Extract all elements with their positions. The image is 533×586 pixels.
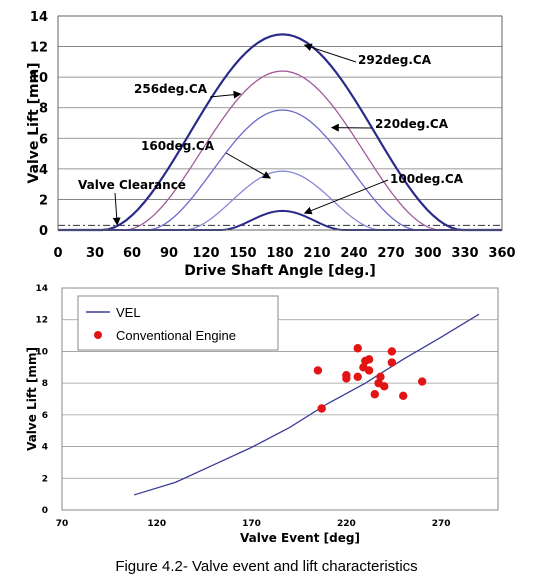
chart2-x-tick: 70 bbox=[56, 519, 69, 529]
chart1-y-tick: 14 bbox=[30, 10, 48, 25]
conventional-engine-point bbox=[364, 366, 374, 375]
chart2-x-axis-label: Valve Event [deg] bbox=[240, 531, 360, 545]
chart1-x-tick: 180 bbox=[266, 246, 293, 261]
chart1-annotation-label: Valve Clearance bbox=[78, 178, 186, 192]
conventional-engine-point bbox=[364, 355, 374, 364]
chart2-y-tick: 6 bbox=[42, 411, 48, 421]
chart2-vel-line bbox=[133, 313, 480, 496]
conventional-engine-point bbox=[342, 374, 351, 383]
chart1-y-tick: 6 bbox=[39, 132, 48, 147]
chart1-x-tick: 60 bbox=[123, 246, 141, 261]
chart1-annotation-label: 292deg.CA bbox=[358, 53, 432, 67]
chart1-annotation-arrow bbox=[112, 192, 121, 226]
lift-curve-160deg.CA bbox=[58, 170, 502, 231]
conventional-engine-point bbox=[370, 390, 379, 399]
chart2-y-axis-label: Valve Lift [mm] bbox=[25, 347, 39, 451]
chart1-x-tick: 240 bbox=[340, 246, 367, 261]
chart1-annotation-arrow bbox=[303, 179, 389, 215]
valve-event-chart: 0 2 4 6 8 10 12 14 70 120 170 220 270 VEL Convention… bbox=[25, 284, 499, 545]
lift-curve-220deg.CA bbox=[58, 109, 502, 231]
chart2-y-tick: 2 bbox=[42, 474, 48, 484]
chart1-x-tick: 270 bbox=[377, 246, 404, 261]
chart1-y-tick: 0 bbox=[39, 224, 48, 239]
chart1-x-tick: 150 bbox=[229, 246, 256, 261]
chart1-y-tick: 4 bbox=[39, 163, 48, 178]
chart2-tick-labels: 0 2 4 6 8 10 12 14 70 120 170 220 270 bbox=[35, 284, 450, 529]
chart1-x-axis-label: Drive Shaft Angle [deg.] bbox=[184, 263, 376, 279]
figure-caption: Figure 4.2- Valve event and lift charact… bbox=[115, 558, 418, 575]
chart1-y-tick: 12 bbox=[30, 41, 48, 56]
chart2-y-tick: 8 bbox=[42, 379, 48, 389]
chart1-x-tick: 0 bbox=[53, 246, 62, 261]
chart1-y-tick: 8 bbox=[39, 102, 48, 117]
conventional-engine-point bbox=[380, 382, 389, 391]
chart1-y-tick: 10 bbox=[30, 71, 48, 86]
chart1-x-tick: 30 bbox=[86, 246, 104, 261]
chart1-annotation-label: 220deg.CA bbox=[375, 117, 449, 131]
chart1-x-tick: 210 bbox=[303, 246, 330, 261]
conventional-engine-point bbox=[353, 372, 362, 381]
chart1-series bbox=[58, 33, 502, 232]
chart1-annotation-arrow bbox=[225, 152, 272, 179]
chart1-gridlines bbox=[58, 46, 502, 200]
conventional-engine-point bbox=[417, 377, 427, 386]
chart1-y-tick: 2 bbox=[39, 193, 48, 208]
legend-box bbox=[77, 295, 279, 351]
conventional-engine-point bbox=[313, 366, 323, 375]
chart1-x-tick: 300 bbox=[414, 246, 441, 261]
chart2-y-tick: 4 bbox=[42, 443, 48, 453]
legend-vel-label: VEL bbox=[116, 305, 141, 320]
chart1-annotation-label: 160deg.CA bbox=[141, 139, 215, 153]
chart1-tick-labels: 0 2 4 6 8 10 12 14 0 30 60 90 120 150 180 210 240 270 300 3… bbox=[30, 10, 516, 261]
conventional-engine-point bbox=[387, 347, 397, 356]
valve-lift-chart: 0 2 4 6 8 10 12 14 0 30 60 90 120 150 180 210 240 270 300 3… bbox=[26, 10, 516, 279]
chart1-plot-frame bbox=[57, 15, 503, 231]
chart1-annotation-label: 256deg.CA bbox=[134, 82, 208, 96]
chart1-annotations: 292deg.CA 256deg.CA 220deg.CA 160deg.CA 100d… bbox=[78, 43, 464, 226]
chart1-x-tick: 330 bbox=[451, 246, 478, 261]
chart1-y-axis-label: Valve Lift [mm] bbox=[26, 62, 42, 183]
lift-curve-100deg.CA bbox=[58, 209, 502, 231]
chart1-annotation-arrow bbox=[303, 43, 357, 63]
conventional-engine-point bbox=[353, 344, 362, 353]
chart2-conventional-points bbox=[313, 344, 427, 413]
chart2-x-tick: 170 bbox=[242, 519, 261, 529]
chart1-x-tick: 360 bbox=[488, 246, 515, 261]
chart1-x-tick: 90 bbox=[160, 246, 178, 261]
chart1-annotation-label: 100deg.CA bbox=[390, 172, 464, 186]
conventional-engine-point bbox=[376, 372, 385, 381]
conventional-engine-point bbox=[317, 404, 326, 413]
vel-line bbox=[133, 313, 480, 496]
lift-curve-256deg.CA bbox=[58, 70, 502, 231]
chart2-x-tick: 120 bbox=[147, 519, 166, 529]
chart2-legend: VEL Conventional Engine bbox=[77, 295, 279, 351]
chart2-y-tick: 12 bbox=[35, 316, 48, 326]
lift-curve-292deg.CA bbox=[58, 33, 502, 232]
conventional-engine-point bbox=[399, 391, 408, 401]
chart2-x-tick: 270 bbox=[432, 519, 451, 529]
chart2-y-tick: 10 bbox=[35, 347, 48, 357]
chart2-y-tick: 14 bbox=[35, 284, 48, 294]
conventional-engine-point bbox=[387, 358, 397, 367]
legend-conventional-label: Conventional Engine bbox=[116, 328, 236, 343]
chart2-x-tick: 220 bbox=[337, 519, 356, 529]
chart2-plot-frame bbox=[61, 287, 499, 511]
chart1-annotation-arrow bbox=[209, 90, 242, 99]
legend-conventional-swatch bbox=[94, 331, 102, 339]
chart2-y-tick: 0 bbox=[42, 506, 48, 516]
chart1-x-tick: 120 bbox=[192, 246, 219, 261]
